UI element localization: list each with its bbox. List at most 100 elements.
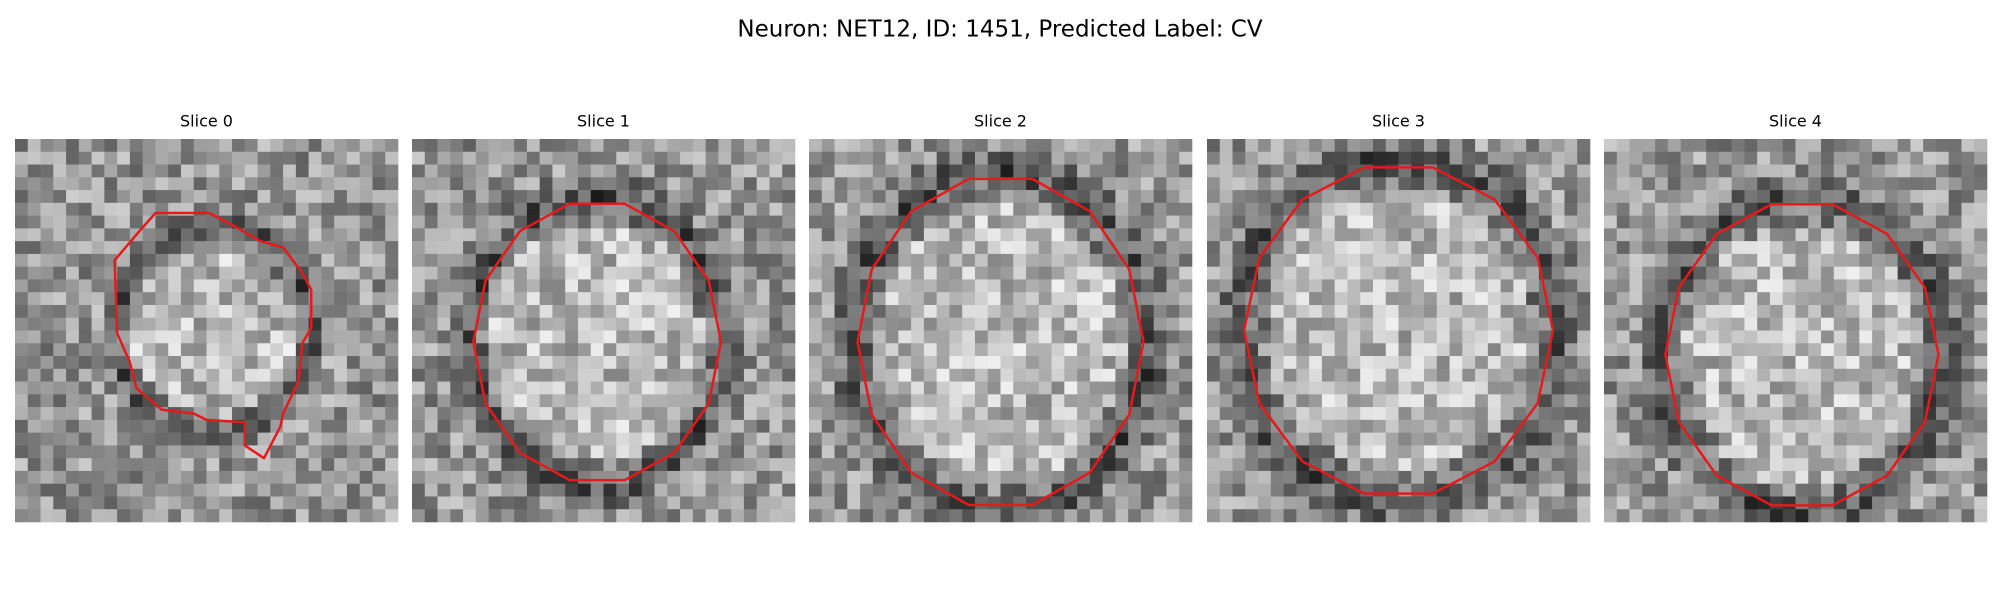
pixel bbox=[667, 381, 681, 395]
pixel bbox=[1884, 253, 1898, 267]
pixel bbox=[1436, 394, 1450, 408]
pixel bbox=[283, 253, 297, 267]
pixel bbox=[1961, 407, 1975, 421]
pixel bbox=[1153, 368, 1167, 382]
pixel bbox=[501, 470, 515, 484]
pixel bbox=[782, 432, 796, 446]
pixel bbox=[168, 356, 182, 370]
pixel bbox=[1680, 330, 1694, 344]
pixel bbox=[949, 190, 963, 204]
pixel bbox=[809, 419, 823, 433]
pixel bbox=[718, 202, 732, 216]
pixel bbox=[1923, 253, 1937, 267]
pixel bbox=[155, 215, 169, 229]
pixel bbox=[359, 202, 373, 216]
pixel bbox=[1207, 190, 1221, 204]
pixel bbox=[718, 190, 732, 204]
pixel bbox=[1089, 483, 1103, 497]
pixel bbox=[142, 292, 156, 306]
pixel bbox=[1500, 356, 1514, 370]
pixel bbox=[40, 164, 54, 178]
pixel bbox=[936, 190, 950, 204]
pixel bbox=[129, 432, 143, 446]
pixel bbox=[1961, 279, 1975, 293]
pixel bbox=[1436, 343, 1450, 357]
pixel bbox=[412, 356, 426, 370]
pixel bbox=[475, 151, 489, 165]
pixel bbox=[1140, 190, 1154, 204]
pixel bbox=[1808, 177, 1822, 191]
pixel bbox=[514, 215, 528, 229]
pixel bbox=[962, 266, 976, 280]
pixel bbox=[987, 407, 1001, 421]
pixel bbox=[1526, 279, 1540, 293]
pixel bbox=[1089, 381, 1103, 395]
pixel bbox=[219, 368, 233, 382]
pixel bbox=[1616, 164, 1630, 178]
pixel bbox=[270, 330, 284, 344]
pixel bbox=[244, 253, 258, 267]
pixel bbox=[40, 139, 54, 153]
pixel bbox=[1411, 317, 1425, 331]
pixel bbox=[1166, 139, 1180, 153]
pixel bbox=[1449, 279, 1463, 293]
pixel bbox=[1935, 304, 1949, 319]
pixel bbox=[847, 292, 861, 306]
pixel bbox=[603, 292, 617, 306]
pixel bbox=[1757, 164, 1771, 178]
pixel bbox=[1706, 432, 1720, 446]
pixel bbox=[1424, 496, 1438, 510]
pixel bbox=[1897, 419, 1911, 433]
pixel bbox=[1718, 266, 1732, 280]
pixel bbox=[91, 509, 105, 523]
pixel bbox=[424, 445, 438, 459]
pixel bbox=[1923, 215, 1937, 229]
pixel bbox=[743, 266, 757, 280]
pixel bbox=[577, 139, 592, 153]
pixel bbox=[1769, 304, 1784, 319]
pixel bbox=[1411, 432, 1425, 446]
pixel bbox=[1706, 394, 1720, 408]
pixel bbox=[1526, 432, 1540, 446]
pixel bbox=[219, 407, 233, 421]
pixel bbox=[1064, 253, 1078, 267]
pixel bbox=[1859, 241, 1873, 255]
pixel bbox=[142, 496, 156, 510]
pixel bbox=[1872, 432, 1886, 446]
pixel bbox=[769, 483, 783, 497]
pixel bbox=[756, 509, 770, 523]
pixel bbox=[705, 253, 719, 267]
pixel bbox=[450, 419, 464, 433]
pixel bbox=[1219, 202, 1233, 216]
pixel bbox=[91, 432, 105, 446]
pixel bbox=[206, 177, 220, 191]
pixel bbox=[1538, 394, 1552, 408]
pixel bbox=[244, 368, 258, 382]
pixel bbox=[385, 317, 399, 331]
pixel bbox=[603, 202, 617, 216]
pixel bbox=[1604, 343, 1618, 357]
pixel bbox=[1115, 330, 1129, 344]
pixel bbox=[27, 253, 41, 267]
pixel bbox=[860, 190, 874, 204]
pixel bbox=[1153, 496, 1167, 510]
pixel bbox=[232, 241, 246, 255]
pixel bbox=[257, 394, 271, 408]
pixel bbox=[898, 509, 912, 523]
pixel bbox=[1000, 266, 1014, 280]
pixel bbox=[1089, 445, 1103, 459]
pixel bbox=[1821, 496, 1835, 510]
pixel bbox=[809, 470, 823, 484]
pixel bbox=[590, 266, 604, 280]
pixel bbox=[860, 470, 874, 484]
panel: Slice 1 bbox=[412, 112, 796, 523]
pixel bbox=[769, 139, 783, 153]
pixel bbox=[1475, 381, 1489, 395]
pixel bbox=[1360, 381, 1374, 395]
pixel bbox=[424, 139, 438, 153]
pixel bbox=[1731, 330, 1745, 344]
pixel bbox=[1538, 483, 1552, 497]
pixel bbox=[1166, 266, 1180, 280]
pixel bbox=[667, 368, 681, 382]
pixel bbox=[885, 470, 899, 484]
